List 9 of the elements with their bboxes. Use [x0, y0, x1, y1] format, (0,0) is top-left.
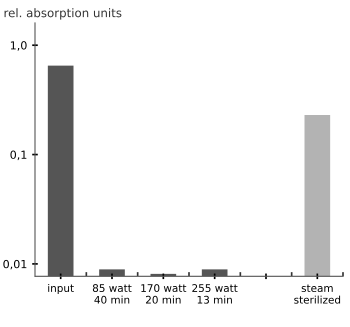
x-tick-label: input: [48, 284, 74, 294]
x-tick-label: 170 watt 20 min: [141, 284, 186, 304]
x-tick-label: 85 watt 40 min: [92, 284, 132, 304]
y-axis-title: rel. absorption units: [4, 8, 122, 20]
y-tick-label: 1,0: [10, 41, 27, 51]
x-tick-label: 255 watt 13 min: [192, 284, 238, 304]
y-tick-label: 0,01: [3, 260, 26, 270]
x-tick-label: steam sterilized: [294, 284, 340, 304]
y-tick-label: 0,1: [10, 150, 26, 160]
